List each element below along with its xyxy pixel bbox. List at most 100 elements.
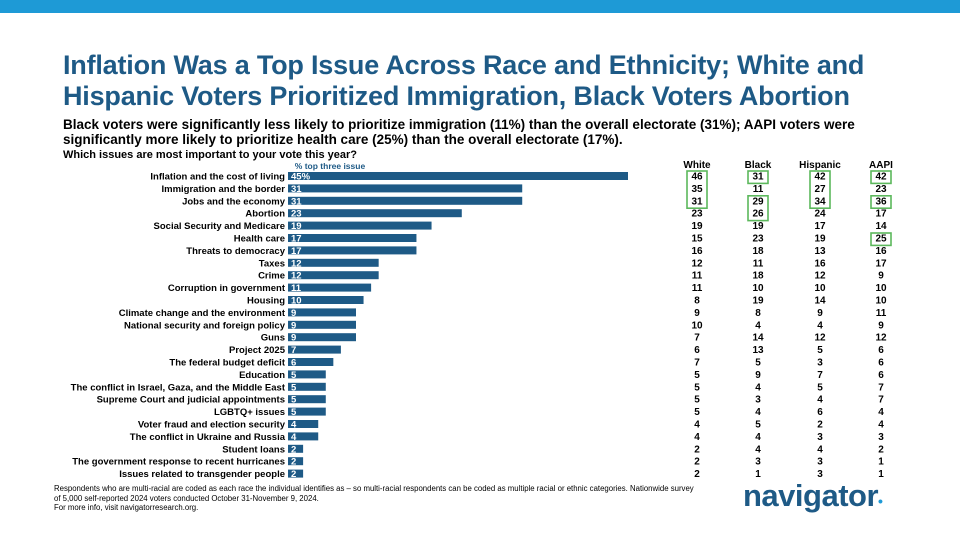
category-label: Voter fraud and election security [138,420,286,431]
bar-value-label: 19 [291,221,302,232]
table-cell: 5 [755,420,761,431]
bar-value-label: 9 [291,320,296,331]
table-cell: 5 [694,407,700,418]
bar-value-label: 2 [291,457,296,468]
table-cell: 10 [875,296,887,307]
table-cell: 23 [875,184,887,195]
table-cell: 7 [694,333,700,344]
category-label: Taxes [259,258,285,269]
bar-value-label: 31 [291,184,302,195]
bar [288,271,379,280]
table-cell: 35 [691,184,703,195]
table-cell: 6 [817,407,823,418]
table-cell: 6 [878,358,884,369]
table-cell: 10 [875,283,887,294]
bar-value-label: 9 [291,333,296,344]
category-label: Abortion [245,209,285,220]
bar-value-label: 12 [291,258,302,269]
logo-wordmark: navigator [743,478,879,513]
bar [288,444,304,453]
table-cell: 10 [814,283,826,294]
category-label: Inflation and the cost of living [150,172,285,183]
table-cell: 15 [691,234,703,245]
table-cell: 7 [817,370,823,381]
table-cell: 8 [755,308,761,319]
table-cell: 1 [878,457,884,468]
bar [288,395,326,404]
table-cell: 3 [817,358,823,369]
table-cell: 11 [692,283,703,294]
table-cell: 4 [878,420,884,431]
bar [288,184,523,193]
category-label: Housing [247,296,285,307]
navigator-logo: navigator• [743,478,883,514]
category-label: Supreme Court and judicial appointments [97,395,285,406]
bar [288,432,319,441]
slide-subtitle: Black voters were significantly less lik… [63,117,855,147]
table-cell: 29 [752,196,764,207]
bar-value-label: 6 [291,358,296,369]
table-cell: 7 [878,382,884,393]
table-cell: 10 [691,320,703,331]
table-cell: 12 [691,258,703,269]
bar [288,246,417,255]
table-cell: 4 [694,420,700,431]
bar-value-label: 17 [291,246,302,257]
bar [288,308,356,317]
bar [288,358,334,366]
table-cell: 42 [814,172,826,183]
table-cell: 16 [814,258,826,269]
table-cell: 11 [876,308,887,319]
table-cell: 9 [878,320,884,331]
category-label: Student loans [222,444,285,455]
bar-value-label: 9 [291,308,296,319]
bar [288,196,523,205]
bar [288,234,417,242]
table-cell: 36 [875,196,887,207]
column-header-black: Black [745,160,772,171]
table-cell: 3 [817,469,823,480]
bar-value-label: 23 [291,209,302,220]
table-cell: 2 [878,444,884,455]
bar-value-label: 17 [291,234,302,245]
table-cell: 6 [694,345,700,356]
category-label: National security and foreign policy [124,320,286,331]
bar-value-label: 4 [291,432,297,443]
bar [288,283,372,292]
table-cell: 27 [814,184,826,195]
table-cell: 9 [755,370,761,381]
bar-value-label: 2 [291,469,296,480]
table-cell: 14 [814,296,826,307]
table-cell: 4 [817,395,823,406]
table-cell: 6 [878,345,884,356]
bar-value-label: 12 [291,271,302,282]
table-cell: 14 [875,221,887,232]
table-cell: 19 [752,296,764,307]
table-cell: 4 [878,407,884,418]
table-cell: 16 [691,246,703,257]
table-cell: 4 [694,432,700,443]
footnote-methodology: Respondents who are multi-racial are cod… [54,484,694,503]
slide-title: Inflation Was a Top Issue Across Race an… [63,50,865,111]
footnote: Respondents who are multi-racial are cod… [54,484,694,513]
table-cell: 31 [752,172,764,183]
bar-value-label: 5 [291,395,297,406]
category-label: Health care [234,234,285,245]
table-cell: 23 [752,234,764,245]
table-cell: 12 [875,333,887,344]
table-cell: 11 [753,184,764,195]
bar [288,370,326,379]
category-label: Threats to democracy [186,246,285,257]
bar-value-label: 11 [291,283,302,294]
bar [288,258,379,267]
table-cell: 13 [814,246,826,257]
bar-value-label: 5 [291,370,297,381]
table-cell: 4 [817,444,823,455]
bar-value-label: 31 [291,196,302,207]
highlight-box [870,195,892,210]
table-cell: 9 [878,271,884,282]
table-cell: 4 [755,407,761,418]
highlight-box [686,170,708,210]
table-cell: 5 [817,345,823,356]
